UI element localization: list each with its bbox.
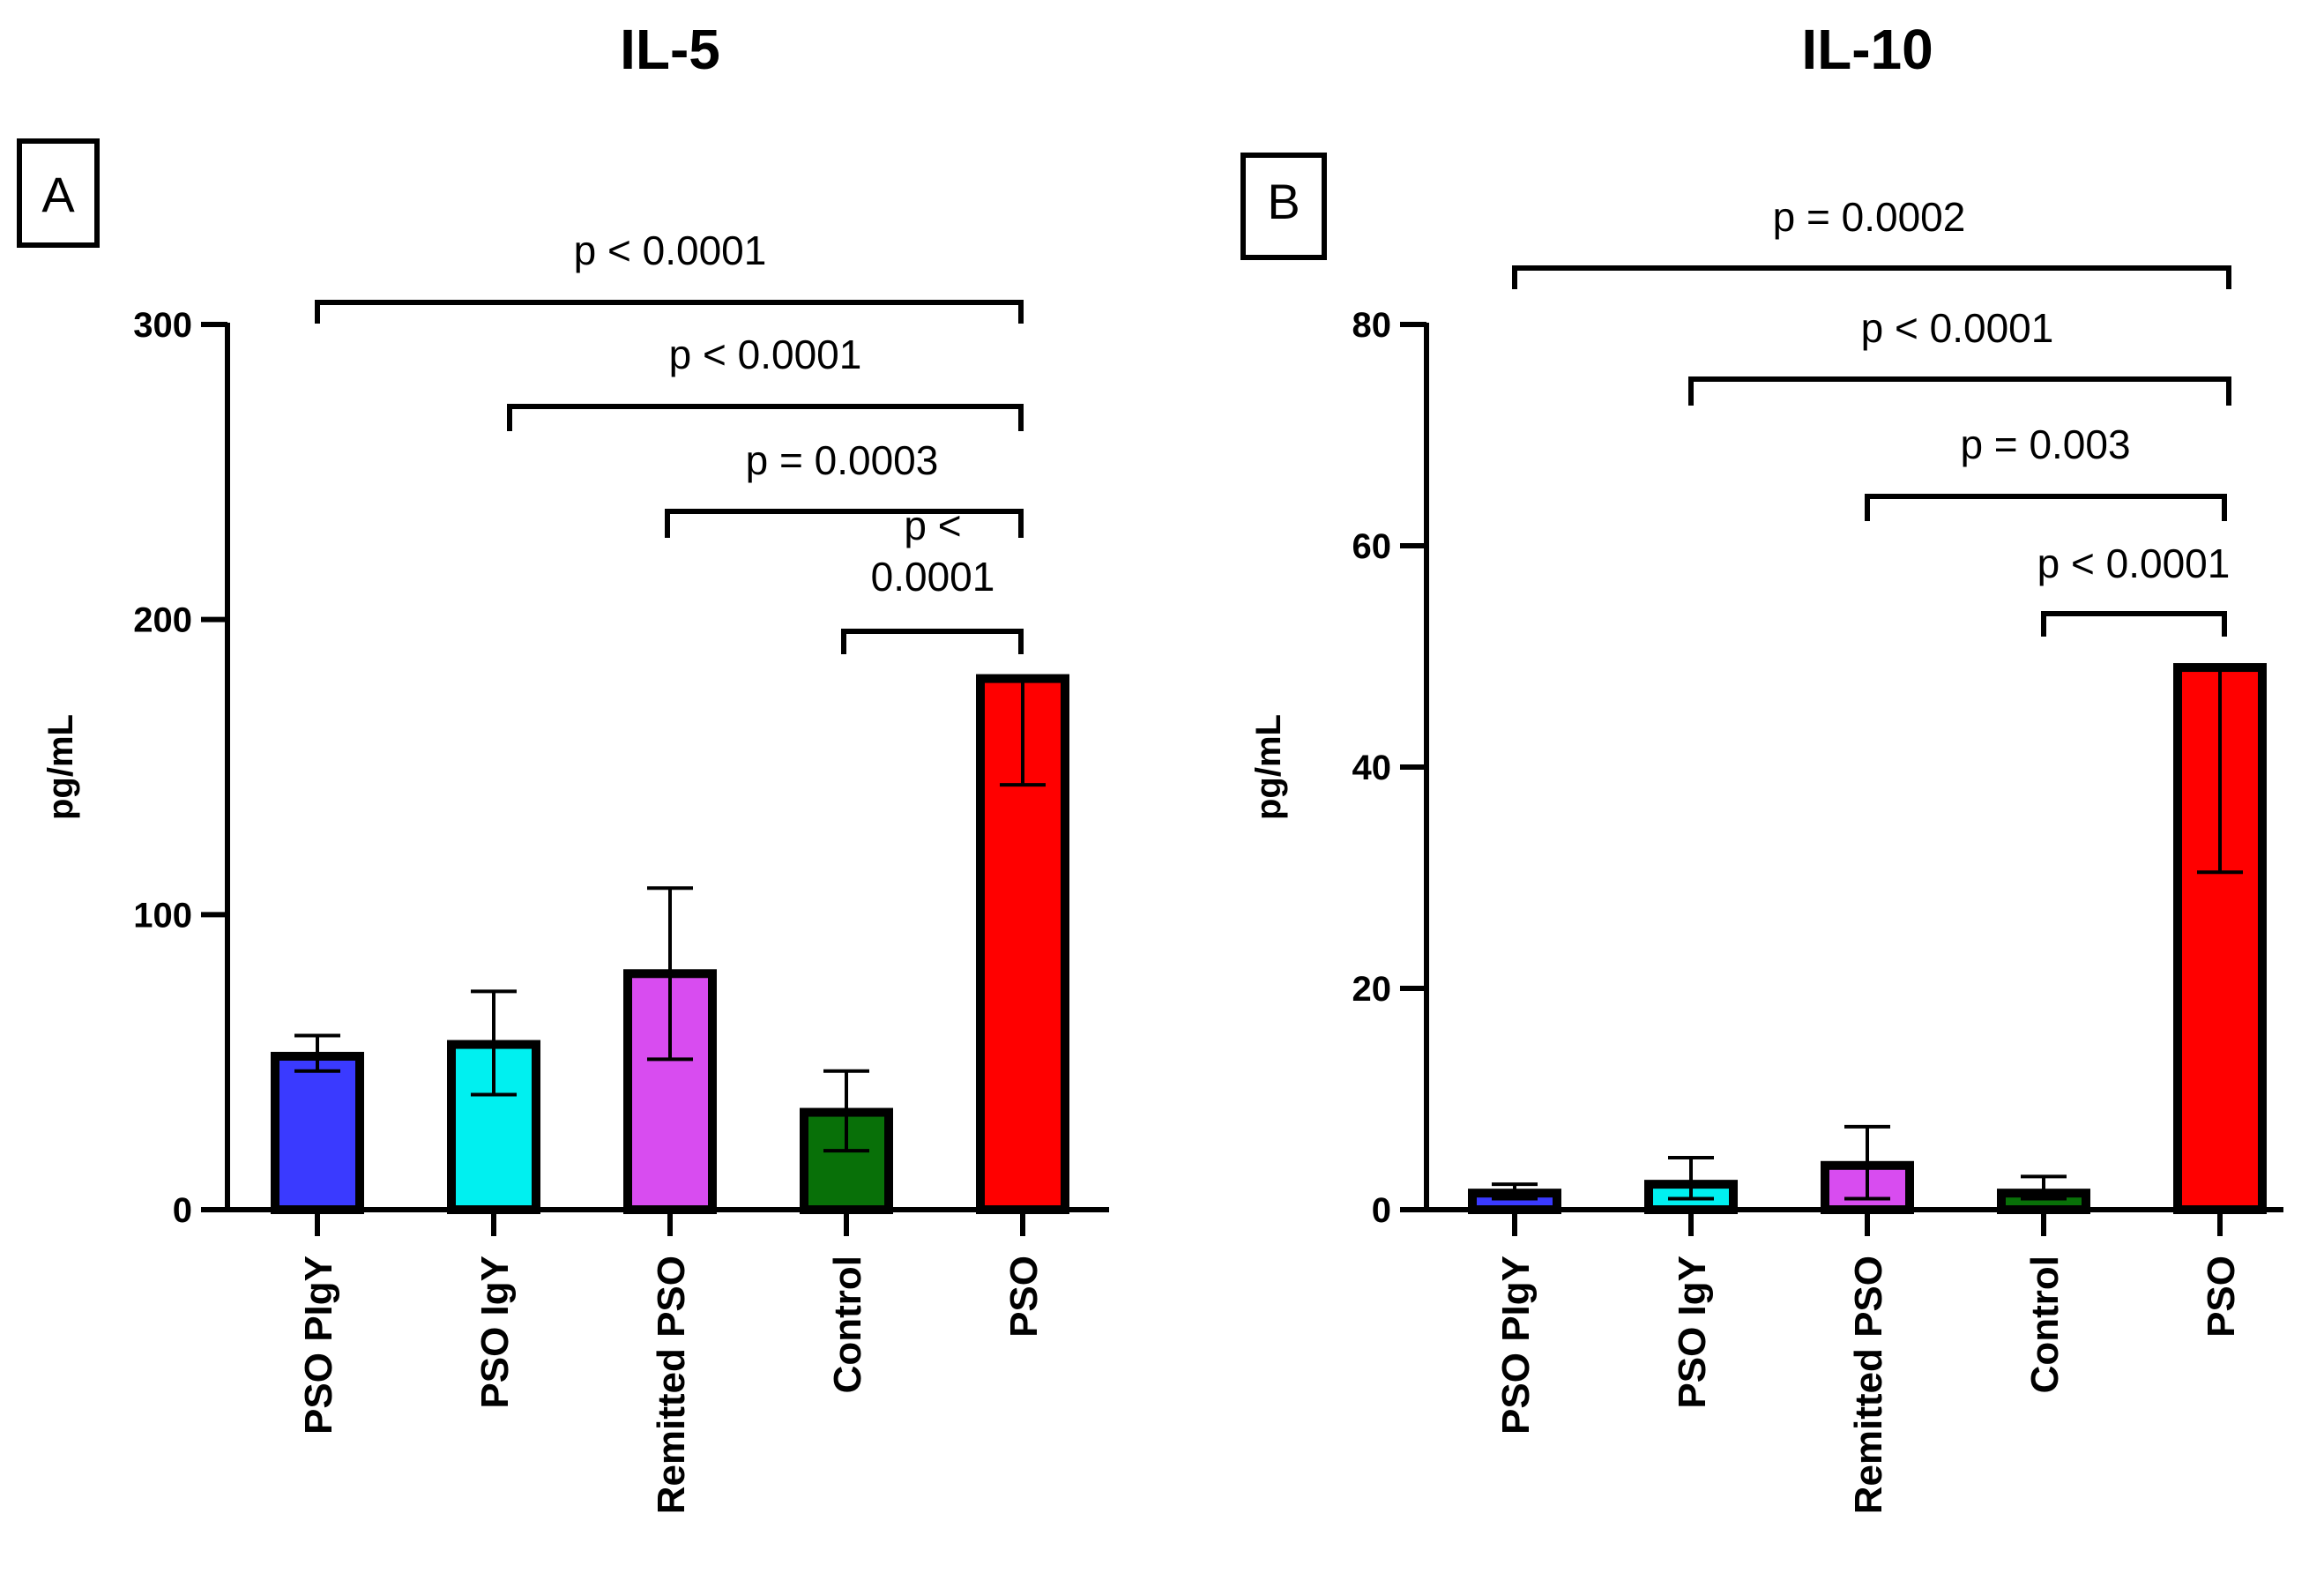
y-tick-label: 200 [133,601,192,640]
panel-letter: B [1267,174,1300,229]
category-label: Remitted PSO [1847,1256,1890,1514]
y-tick-label: 0 [1372,1191,1391,1230]
p-value-label: p < 0.0001 [2037,540,2231,586]
panel-b: IL-10 Bpg/mL 0 20 40 60 80 PSO PIgY PSO IgY Remit… [1240,18,2283,1514]
category-label: Control [826,1256,869,1393]
chart-title: IL-10 [1801,18,1933,81]
category-label: Control [2023,1256,2067,1393]
significance-bracket [315,300,1024,324]
significance-bracket [665,509,1024,538]
p-value-label: p = 0.003 [1960,421,2130,467]
y-tick-label: 20 [1352,970,1392,1009]
category-label: PSO IgY [1671,1256,1714,1409]
significance-bracket [1512,265,2231,289]
category-label: PSO PIgY [1494,1256,1538,1435]
p-value-label: p < 0.0001 [574,227,767,273]
p-value-label: p = 0.0003 [746,437,939,483]
p-value-label: p = 0.0002 [1773,194,1966,240]
y-axis-label: pg/mL [1249,714,1288,820]
category-label: PSO [2200,1256,2243,1338]
significance-bracket [507,404,1024,431]
panel-label-box [17,138,100,248]
panel-a: IL-5 Apg/mL 0 100 200 300 PSO PIgY PSO IgY Remit… [17,18,1109,1514]
y-tick-label: 40 [1352,749,1392,787]
chart-title: IL-5 [620,18,720,81]
y-tick-label: 60 [1352,527,1392,566]
p-value-label: p < [904,503,961,548]
p-value-label: 0.0001 [871,554,995,600]
category-label: PSO IgY [473,1256,517,1409]
y-tick-label: 0 [173,1191,192,1230]
category-label: PSO [1002,1256,1046,1338]
significance-bracket [1688,376,2231,406]
y-tick-label: 80 [1352,306,1392,345]
y-tick-label: 100 [133,896,192,935]
category-label: PSO PIgY [297,1256,340,1435]
bar-pso-pigy [271,1051,364,1215]
significance-bracket [841,629,1024,654]
y-tick-label: 300 [133,306,192,345]
significance-bracket [2041,611,2227,637]
y-axis-label: pg/mL [41,714,80,820]
panel-label-box [1240,153,1327,260]
panel-letter: A [41,167,75,222]
significance-bracket [1865,494,2227,521]
p-value-label: p < 0.0001 [1861,305,2054,351]
p-value-label: p < 0.0001 [669,332,862,377]
category-label: Remitted PSO [650,1256,693,1514]
